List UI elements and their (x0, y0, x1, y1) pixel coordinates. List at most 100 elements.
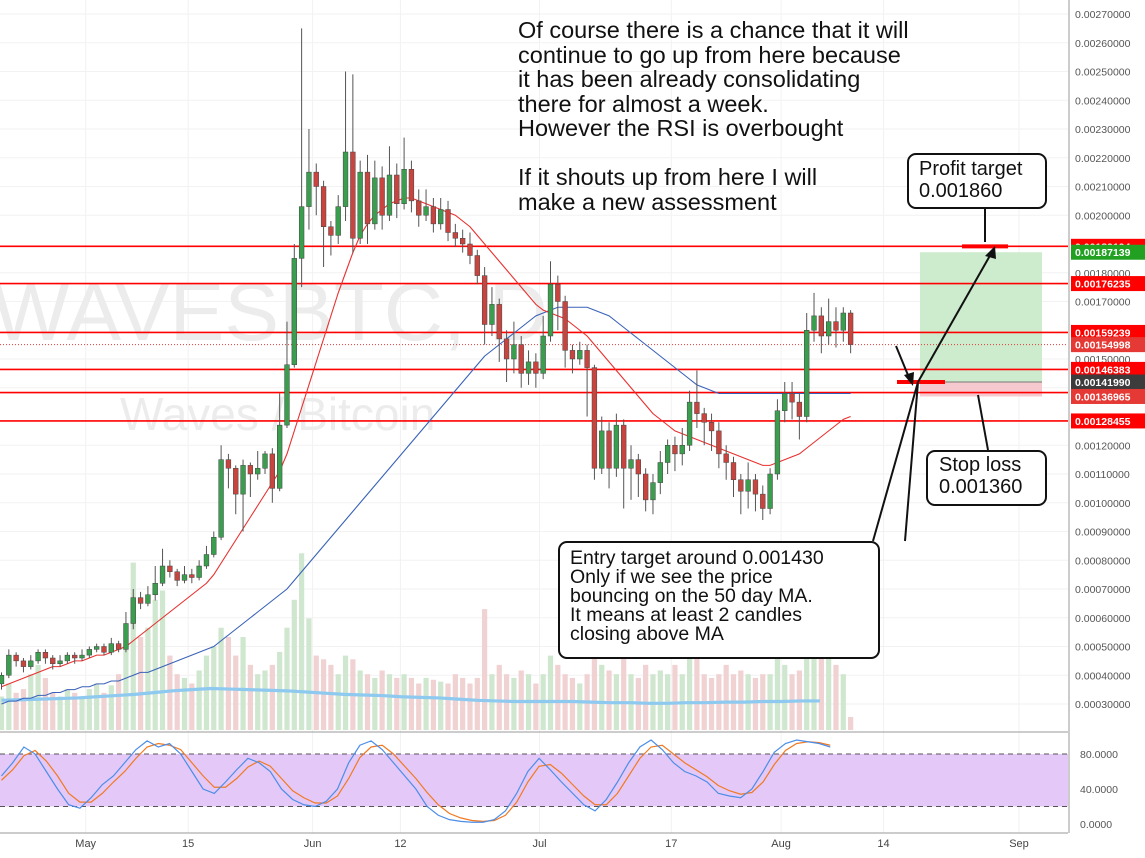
candle-body (159, 565, 166, 584)
candle (555, 275, 561, 331)
candle-body (408, 169, 415, 202)
target-zone (920, 252, 1042, 383)
volume-bar (35, 664, 41, 730)
volume-bar (774, 646, 781, 730)
volume-bar (782, 664, 788, 730)
oscillator-pane (0, 731, 1068, 823)
candle-body (555, 284, 561, 302)
candle (306, 129, 312, 230)
candle (540, 315, 546, 380)
candle (628, 445, 634, 500)
volume-bar (116, 674, 122, 730)
candle (364, 154, 371, 244)
candle (335, 195, 341, 244)
entry-target-callout: Entry target around 0.001430 Only if we … (558, 541, 880, 659)
candle (372, 160, 378, 230)
candle-body (518, 344, 524, 374)
candle-body (57, 660, 63, 664)
volume-bar (606, 670, 612, 730)
candle-body (730, 462, 737, 480)
candle (804, 313, 810, 423)
annotation-arrows (872, 209, 1008, 542)
candle (438, 198, 444, 230)
volume-bar (811, 646, 817, 730)
marker-badge: 0.00187139 (1075, 247, 1131, 259)
candle-body (774, 410, 781, 475)
candle-body (591, 367, 598, 469)
candle-body (203, 554, 210, 567)
volume-bar (364, 674, 371, 730)
candle (145, 586, 151, 607)
candle-body (123, 623, 129, 650)
candle-body (291, 258, 297, 365)
candle-body (650, 482, 656, 501)
level-badge: 0.00146383 (1075, 364, 1131, 376)
candle (818, 307, 824, 354)
candle (328, 221, 334, 256)
candle-body (474, 255, 480, 276)
candle-body (218, 459, 224, 538)
candle-body (481, 275, 488, 325)
candle-body (64, 654, 71, 662)
candle (167, 560, 173, 578)
candle (115, 640, 122, 653)
candle (298, 28, 305, 288)
volume-bar (203, 655, 210, 730)
watermark: WAVESBTC, D Waves / Bitcoin (0, 267, 548, 440)
position-zones (920, 252, 1042, 397)
candle (525, 350, 532, 385)
volume-bar (452, 674, 458, 730)
candle (0, 672, 5, 690)
candle (42, 649, 49, 664)
candle (218, 445, 224, 541)
price-tick-label: 0.00260000 (1075, 38, 1131, 50)
candle (767, 468, 773, 515)
candle (445, 200, 451, 242)
price-tick-label: 0.00220000 (1075, 153, 1131, 165)
stop-loss-callout: Stop loss 0.001360 (926, 450, 1047, 506)
volume-bar (723, 664, 729, 730)
candle-body (320, 186, 327, 227)
volume-bar (94, 683, 100, 730)
volume-bar (547, 655, 554, 730)
volume-bar (167, 655, 173, 730)
volume-bar (511, 677, 517, 730)
candle-body (452, 232, 458, 239)
volume-bar (189, 683, 195, 730)
volume-bar (482, 609, 488, 730)
candle (496, 298, 502, 362)
price-tick-label: 0.00030000 (1075, 699, 1131, 711)
entry-pointer-a (904, 381, 919, 542)
candle-body (577, 350, 583, 360)
osc-tick-label: 80.0000 (1080, 749, 1118, 761)
volume-bar (152, 599, 158, 730)
marker-badge: 0.00141990 (1075, 377, 1131, 389)
candle (313, 163, 319, 216)
candle (152, 566, 158, 601)
volume-bar (833, 664, 839, 730)
volume-bar (445, 683, 451, 730)
candle (357, 160, 363, 244)
osc-tick-label: 40.0000 (1080, 784, 1118, 796)
candle (811, 292, 817, 342)
candle-body (379, 177, 385, 216)
osc-band (0, 754, 1068, 807)
volume-bar (181, 677, 188, 730)
candle (262, 451, 268, 474)
candle-body (167, 565, 173, 572)
price-tick-label: 0.00090000 (1075, 527, 1131, 539)
candle-body (335, 206, 341, 236)
volume-bar (130, 562, 136, 730)
candle-body (137, 597, 144, 604)
candle (291, 244, 297, 368)
volume-bar (72, 692, 78, 730)
candle (57, 655, 63, 667)
candle-body (357, 171, 363, 239)
candle (672, 436, 678, 472)
price-tick-label: 0.00080000 (1075, 555, 1131, 567)
level-lines (0, 245, 1068, 422)
volume-ma-line (1, 686, 820, 705)
volume-bar (20, 689, 27, 730)
time-tick-label: Jun (304, 838, 322, 850)
